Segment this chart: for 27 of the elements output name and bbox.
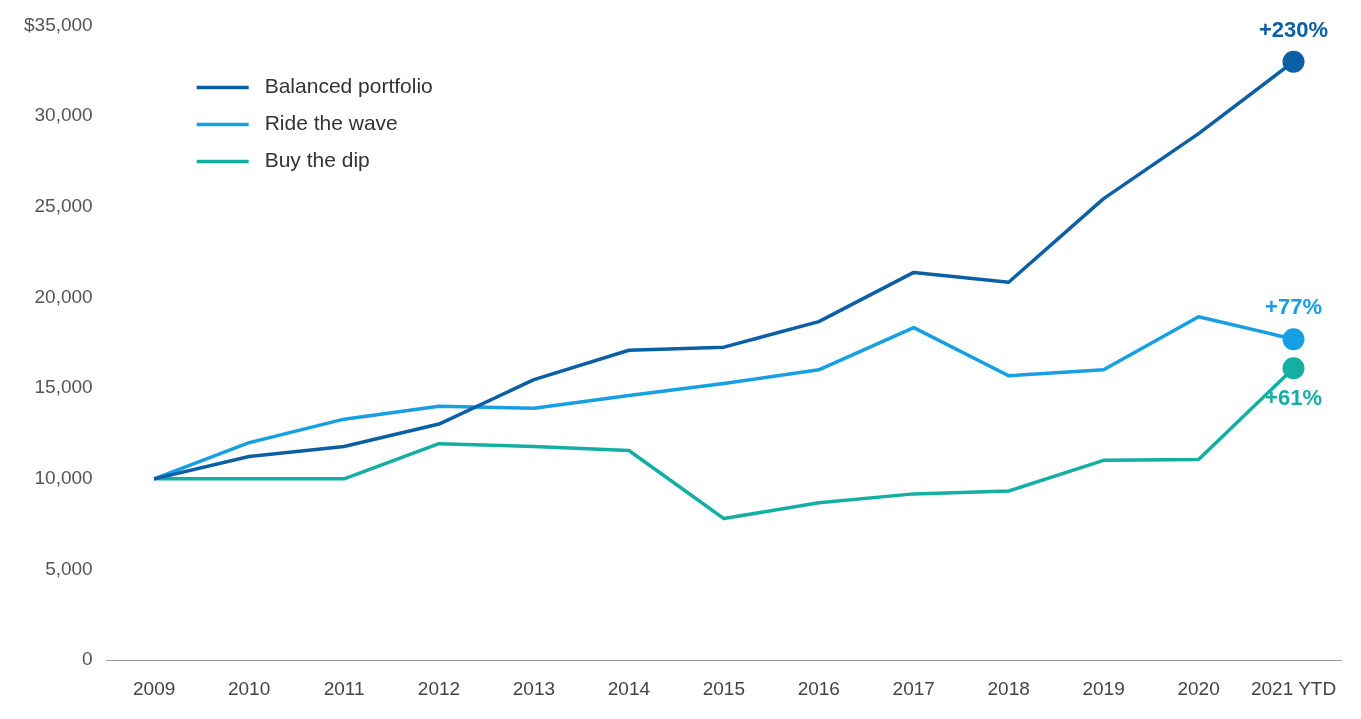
y-tick-label: 10,000	[34, 467, 93, 489]
legend-label: Ride the wave	[264, 111, 398, 135]
x-tick-label: 2017	[892, 677, 935, 699]
x-tick-label: 2015	[702, 677, 745, 699]
x-tick-label: 2019	[1082, 677, 1125, 699]
y-tick-label: 15,000	[34, 376, 93, 398]
annotation: +61%	[1265, 385, 1322, 411]
x-tick-label: 2014	[607, 677, 651, 699]
y-tick-label: $35,000	[23, 13, 93, 35]
y-tick-label: 0	[82, 648, 93, 670]
annotation: +77%	[1265, 294, 1322, 320]
legend-label: Buy the dip	[264, 148, 370, 172]
annotation: +230%	[1258, 16, 1329, 42]
x-tick-label: 2020	[1177, 677, 1220, 699]
y-tick-label: 30,000	[34, 104, 93, 126]
x-tick-label: 2011	[323, 677, 365, 699]
x-tick-label: 2010	[227, 677, 271, 699]
y-tick-label: 20,000	[34, 285, 93, 307]
x-tick-label: 2021 YTD	[1250, 677, 1337, 699]
legend-label: Balanced portfolio	[264, 74, 433, 98]
x-tick-label: 2009	[133, 677, 176, 699]
y-tick-label: 25,000	[34, 195, 93, 217]
y-tick-label: 5,000	[45, 557, 93, 579]
x-tick-label: 2016	[797, 677, 840, 699]
x-tick-label: 2013	[512, 677, 556, 699]
x-tick-label: 2018	[987, 677, 1030, 699]
x-tick-label: 2012	[417, 677, 461, 699]
